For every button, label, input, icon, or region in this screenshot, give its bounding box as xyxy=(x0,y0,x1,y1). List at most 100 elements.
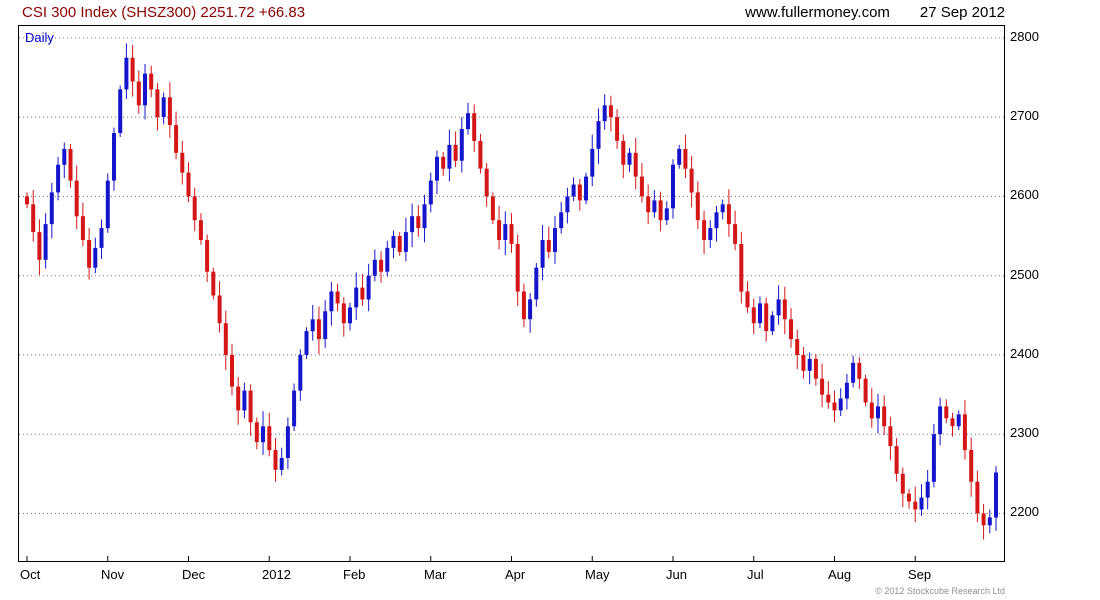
candle-body xyxy=(938,406,943,435)
candle xyxy=(820,363,825,408)
candle-body xyxy=(776,299,781,316)
x-axis-label: Oct xyxy=(20,567,41,582)
candle xyxy=(124,43,129,99)
candle-body xyxy=(74,180,79,217)
candle xyxy=(869,388,874,428)
candle-body xyxy=(391,236,396,248)
candle xyxy=(37,219,42,275)
x-axis-label: Mar xyxy=(424,567,447,582)
candle xyxy=(155,83,160,131)
candle xyxy=(292,383,297,431)
candle xyxy=(975,470,980,523)
candle-body xyxy=(43,224,48,260)
candle-body xyxy=(894,446,899,474)
candle-body xyxy=(689,168,694,193)
candle-body xyxy=(410,216,415,233)
candle xyxy=(459,117,464,173)
candle-body xyxy=(702,220,707,240)
y-axis-label: 2600 xyxy=(1010,187,1039,202)
x-axis-label: Sep xyxy=(908,567,932,582)
candle xyxy=(62,142,67,179)
candle xyxy=(733,210,738,251)
candle-body xyxy=(211,271,216,296)
candle xyxy=(602,94,607,130)
candle xyxy=(348,302,352,331)
candle xyxy=(167,82,172,138)
candle-body xyxy=(987,517,992,526)
candle xyxy=(329,282,334,326)
candle-body xyxy=(192,196,197,221)
candle-body xyxy=(149,73,154,90)
candle xyxy=(198,213,203,245)
candle-body xyxy=(403,232,408,252)
candle-body xyxy=(329,291,334,312)
candle-body xyxy=(540,240,545,268)
candle-body xyxy=(851,362,856,383)
candle-body xyxy=(863,378,868,403)
candle-body xyxy=(590,148,595,177)
candle-body xyxy=(664,208,669,221)
candle xyxy=(484,163,489,207)
candle-body xyxy=(621,140,626,165)
candle-body xyxy=(708,228,713,240)
candle-body xyxy=(695,192,700,221)
candle-body xyxy=(838,398,843,411)
site-link[interactable]: www.fullermoney.com xyxy=(745,4,890,21)
candle-body xyxy=(143,73,147,106)
candle xyxy=(31,190,36,242)
candle-body xyxy=(907,493,911,502)
candle xyxy=(372,249,377,282)
candle xyxy=(112,127,116,191)
candle xyxy=(217,281,222,333)
candle xyxy=(242,382,247,419)
candle xyxy=(931,423,936,488)
candle xyxy=(689,156,694,208)
candle-body xyxy=(136,81,141,106)
candle-body xyxy=(764,303,769,332)
candle-body xyxy=(124,57,129,90)
candle-body xyxy=(161,97,166,118)
candle-body xyxy=(68,148,73,181)
chart-plot-area: Daily xyxy=(18,25,1005,562)
candle-body xyxy=(646,196,651,213)
candle-body xyxy=(615,117,620,141)
candle xyxy=(341,297,346,337)
candle xyxy=(136,70,141,114)
candle xyxy=(335,283,340,312)
candle xyxy=(739,232,744,304)
candle xyxy=(149,65,154,98)
candle-body xyxy=(459,129,464,161)
candle xyxy=(708,220,713,248)
candle-body xyxy=(577,184,582,201)
candle-body xyxy=(441,156,446,169)
candle xyxy=(913,486,918,523)
candle xyxy=(851,355,856,388)
candle xyxy=(87,228,92,280)
candle-body xyxy=(497,220,502,240)
candle xyxy=(633,137,638,190)
candle-body xyxy=(416,216,421,229)
candle xyxy=(205,234,210,282)
candle-body xyxy=(298,354,303,391)
candle-body xyxy=(969,450,974,482)
candle xyxy=(658,191,663,232)
candle-body xyxy=(174,125,179,153)
candle xyxy=(981,503,986,540)
candle xyxy=(789,308,793,348)
candle xyxy=(720,199,725,220)
report-date: 27 Sep 2012 xyxy=(919,4,1005,21)
candle xyxy=(994,466,998,531)
candle xyxy=(956,410,961,431)
page-title: CSI 300 Index (SHSZ300) 2251.72 +66.83 xyxy=(22,4,306,21)
candle-body xyxy=(397,236,402,252)
candle-body xyxy=(385,247,390,272)
candle-body xyxy=(472,113,477,141)
candle-body xyxy=(242,390,247,411)
candle-body xyxy=(652,200,657,213)
candle xyxy=(360,274,365,306)
candle-body xyxy=(994,472,998,518)
candle-body xyxy=(770,315,775,332)
candle-body xyxy=(261,426,265,443)
candle xyxy=(192,187,197,232)
candle-body xyxy=(56,164,61,193)
